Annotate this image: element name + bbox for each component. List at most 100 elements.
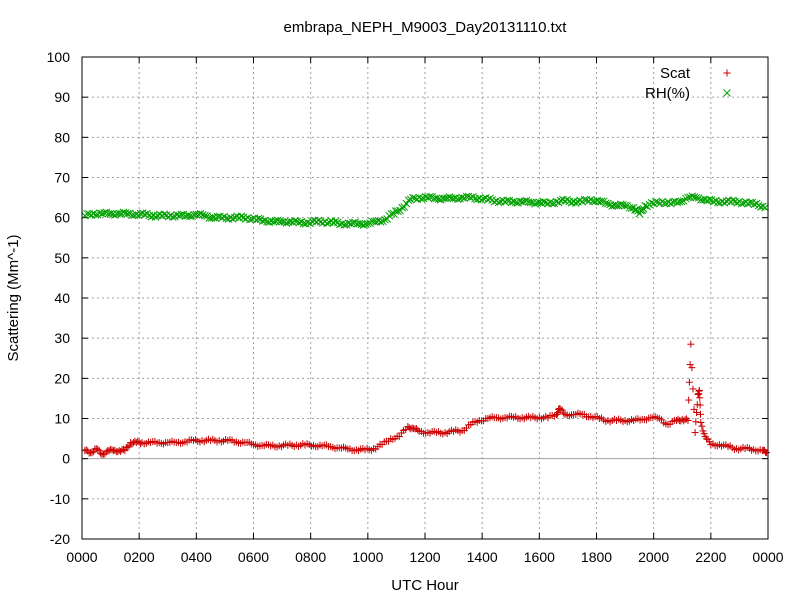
data-point [692,418,700,426]
y-tick-label: 70 [54,170,70,186]
data-point [685,396,693,404]
data-point [88,449,96,457]
plot-frame [81,56,769,540]
y-tick-label: -20 [50,531,70,547]
y-tick-label: 40 [54,290,70,306]
data-point [363,219,372,228]
legend: Scat RH(%) [645,65,731,102]
data-point [436,195,445,204]
data-point [684,417,692,425]
x-tick-label: 0400 [181,549,212,565]
data-point [553,410,561,418]
data-point [750,200,759,209]
x-tick-label: 0800 [295,549,326,565]
x-tick-label: 1200 [409,549,440,565]
x-tick-label: 1800 [581,549,612,565]
grid-lines [82,57,768,539]
data-point [555,404,563,412]
y-tick-label: 30 [54,330,70,346]
y-tick-label: 80 [54,129,70,145]
data-point [558,406,566,414]
data-point [111,211,119,219]
data-point [95,446,103,454]
x-tick-label: 1000 [352,549,383,565]
data-point [107,445,115,453]
data-point [151,213,160,221]
data-point [683,415,691,423]
data-point [359,221,368,229]
y-tick-label: 60 [54,210,70,226]
data-point [291,216,299,225]
x-tick-label: 2200 [695,549,726,565]
data-point [695,386,703,394]
data-point [404,196,413,205]
y-tick-label: 20 [54,370,70,386]
data-point [746,198,754,207]
data-point [691,429,699,437]
data-point [511,198,520,207]
data-point [92,445,100,453]
data-point [693,409,701,417]
data-point [660,199,669,208]
data-points [81,192,771,459]
data-point [494,198,503,207]
data-point [688,192,697,201]
data-point [696,410,704,418]
data-point [673,198,682,207]
data-point [604,199,612,208]
data-point [705,195,714,204]
data-point [681,194,690,203]
x-axis-title: UTC Hour [391,577,459,594]
data-point [763,449,771,457]
data-point [441,194,449,203]
data-point [759,202,767,211]
data-point [201,211,209,220]
data-point [432,194,441,203]
data-point [323,219,331,228]
data-point [331,217,340,226]
data-point [121,447,129,455]
data-point [548,199,557,208]
data-point [98,451,106,459]
data-point [571,199,580,207]
data-point [186,212,194,220]
data-point [426,192,434,201]
data-point [597,197,606,206]
axis-ticks: -20 -10 0 10 20 30 40 50 60 70 80 90 100 0000 0200 0400… [47,49,784,565]
data-point [175,211,184,220]
data-point [700,430,708,438]
data-point [477,196,486,204]
data-point [246,215,254,224]
data-point [106,209,115,218]
data-point [82,446,90,454]
data-point [408,193,417,202]
data-point [273,216,282,225]
data-point [685,378,693,386]
data-point [526,198,535,207]
data-point [83,209,91,218]
data-point [414,426,422,434]
legend-label-rh: RH(%) [645,85,690,102]
data-point [355,219,364,228]
data-point [681,416,689,424]
data-point [123,209,132,218]
y-tick-label: -10 [50,491,70,507]
data-point [557,405,565,413]
data-point [376,217,385,226]
data-point [196,209,205,218]
x-tick-label: 1400 [467,549,498,565]
x-tick-label: 0000 [752,549,783,565]
data-point [177,210,186,219]
data-point [269,217,278,226]
data-point [689,385,697,393]
data-point [278,217,286,226]
data-point [696,401,704,409]
data-point [160,210,169,219]
data-point [124,443,132,451]
data-point [509,197,518,206]
data-point [98,209,106,218]
x-tick-label: 0200 [124,549,155,565]
legend-label-scat: Scat [660,65,691,82]
data-point [119,208,128,217]
